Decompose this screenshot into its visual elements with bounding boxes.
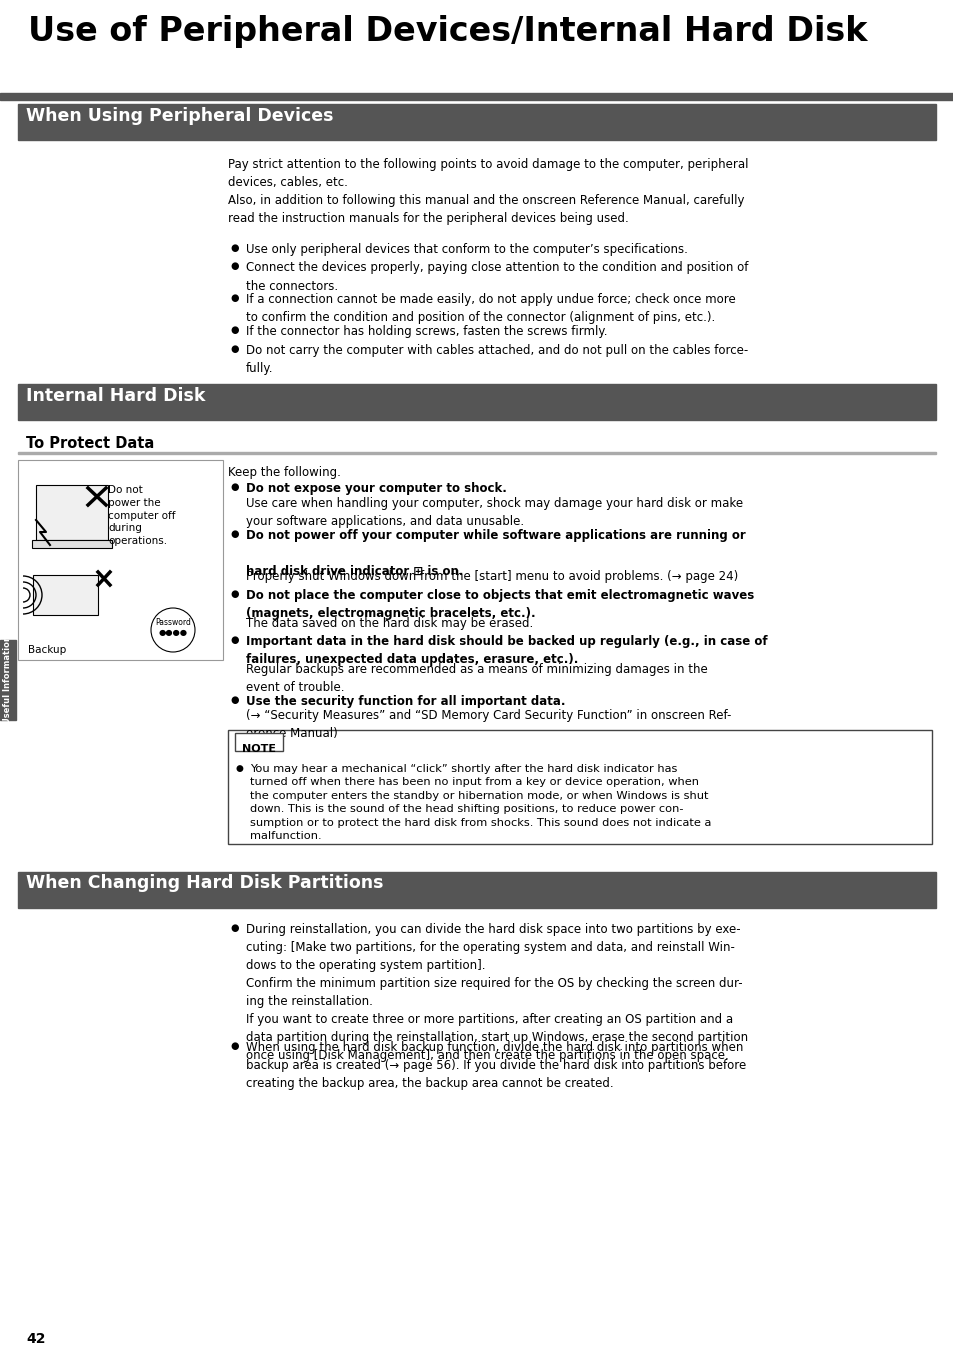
Text: ●: ● xyxy=(230,293,238,304)
FancyBboxPatch shape xyxy=(18,460,223,660)
Text: You may hear a mechanical “click” shortly after the hard disk indicator has
turn: You may hear a mechanical “click” shortl… xyxy=(250,764,711,841)
FancyBboxPatch shape xyxy=(234,733,283,751)
Text: Password: Password xyxy=(155,618,191,626)
Text: NOTE: NOTE xyxy=(242,744,275,755)
Text: Do not power off your computer while software applications are running or

hard : Do not power off your computer while sof… xyxy=(246,528,745,578)
Text: If a connection cannot be made easily, do not apply undue force; check once more: If a connection cannot be made easily, d… xyxy=(246,293,735,324)
Text: During reinstallation, you can divide the hard disk space into two partitions by: During reinstallation, you can divide th… xyxy=(246,923,747,1062)
Text: ●: ● xyxy=(230,923,238,933)
Text: When Using Peripheral Devices: When Using Peripheral Devices xyxy=(26,107,334,126)
FancyBboxPatch shape xyxy=(228,729,931,844)
Text: ●: ● xyxy=(230,589,238,598)
Text: To Protect Data: To Protect Data xyxy=(26,436,154,451)
Text: When Changing Hard Disk Partitions: When Changing Hard Disk Partitions xyxy=(26,875,383,892)
Text: Use the security function for all important data.: Use the security function for all import… xyxy=(246,695,565,707)
Text: Regular backups are recommended as a means of minimizing damages in the
event of: Regular backups are recommended as a mea… xyxy=(246,663,707,694)
Text: ●: ● xyxy=(230,634,238,645)
Bar xyxy=(0,93,953,100)
Text: Internal Hard Disk: Internal Hard Disk xyxy=(26,387,205,405)
Text: Do not expose your computer to shock.: Do not expose your computer to shock. xyxy=(246,482,506,495)
Text: ●: ● xyxy=(230,344,238,354)
Text: ●: ● xyxy=(230,1041,238,1052)
Text: Properly shut Windows down from the [start] menu to avoid problems. (→ page 24): Properly shut Windows down from the [sta… xyxy=(246,570,738,583)
Text: Do not place the computer close to objects that emit electromagnetic waves
(magn: Do not place the computer close to objec… xyxy=(246,589,754,620)
Bar xyxy=(18,872,935,907)
Bar xyxy=(32,540,112,548)
Text: ●: ● xyxy=(230,325,238,336)
Text: (→ “Security Measures” and “SD Memory Card Security Function” in onscreen Ref-
e: (→ “Security Measures” and “SD Memory Ca… xyxy=(246,710,731,741)
Text: Pay strict attention to the following points to avoid damage to the computer, pe: Pay strict attention to the following po… xyxy=(228,158,748,225)
Text: Do not
power the
computer off
during
operations.: Do not power the computer off during ope… xyxy=(108,485,175,547)
Text: Do not carry the computer with cables attached, and do not pull on the cables fo: Do not carry the computer with cables at… xyxy=(246,344,747,375)
Bar xyxy=(18,383,935,420)
Text: The data saved on the hard disk may be erased.: The data saved on the hard disk may be e… xyxy=(246,617,533,629)
Text: Connect the devices properly, paying close attention to the condition and positi: Connect the devices properly, paying clo… xyxy=(246,262,747,293)
Text: Use only peripheral devices that conform to the computer’s specifications.: Use only peripheral devices that conform… xyxy=(246,243,687,256)
Text: Useful Information: Useful Information xyxy=(4,636,12,725)
Text: When using the hard disk backup function, divide the hard disk into partitions w: When using the hard disk backup function… xyxy=(246,1041,745,1091)
Text: ●: ● xyxy=(230,262,238,271)
Bar xyxy=(0,640,16,720)
Text: ●: ● xyxy=(230,243,238,252)
Bar xyxy=(33,575,98,616)
Text: ●: ● xyxy=(230,528,238,539)
Text: If the connector has holding screws, fasten the screws firmly.: If the connector has holding screws, fas… xyxy=(246,325,607,339)
Text: Backup: Backup xyxy=(28,645,66,655)
Text: ●●●●: ●●●● xyxy=(158,628,188,637)
Text: Important data in the hard disk should be backed up regularly (e.g., in case of
: Important data in the hard disk should b… xyxy=(246,634,767,666)
Circle shape xyxy=(151,608,194,652)
Text: ●: ● xyxy=(235,764,244,772)
Text: 42: 42 xyxy=(26,1332,46,1346)
Bar xyxy=(18,104,935,140)
Text: Use care when handling your computer, shock may damage your hard disk or make
yo: Use care when handling your computer, sh… xyxy=(246,497,742,528)
Text: ●: ● xyxy=(230,695,238,705)
Text: Use of Peripheral Devices/Internal Hard Disk: Use of Peripheral Devices/Internal Hard … xyxy=(28,15,866,49)
Bar xyxy=(36,485,108,540)
Text: Keep the following.: Keep the following. xyxy=(228,466,340,479)
Bar xyxy=(18,452,935,454)
Text: ●: ● xyxy=(230,482,238,491)
